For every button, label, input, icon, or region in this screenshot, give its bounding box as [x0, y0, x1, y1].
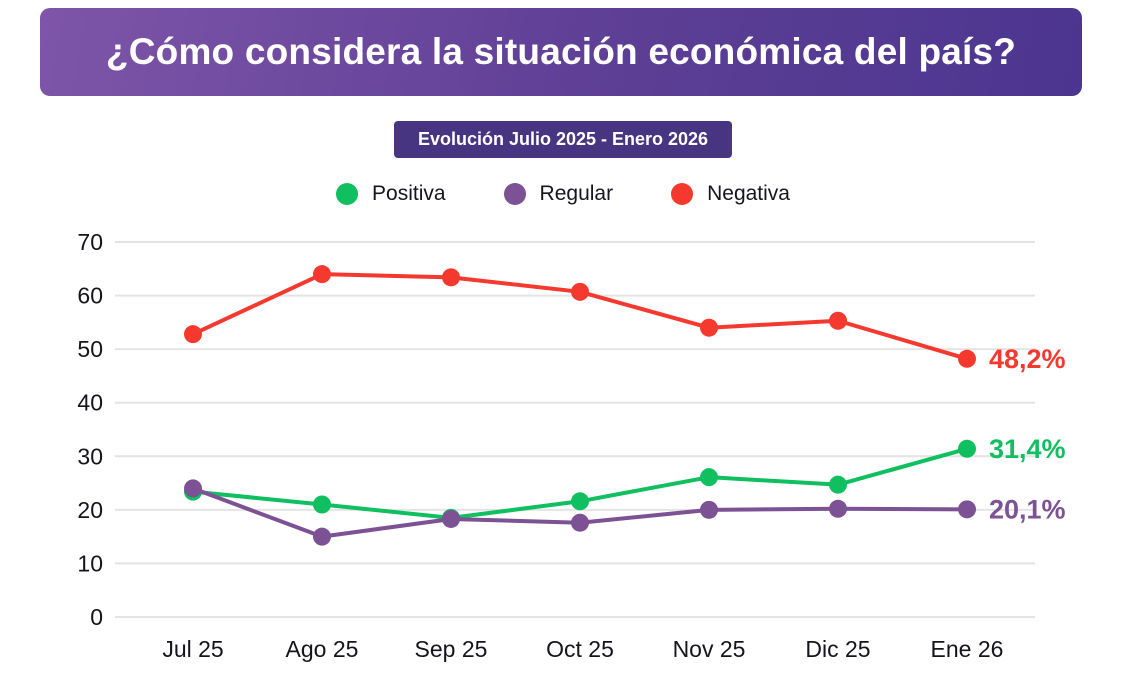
data-point-positiva	[700, 468, 718, 487]
data-point-negativa	[571, 282, 589, 301]
legend-dot-negativa-icon	[671, 183, 694, 205]
data-point-negativa	[184, 325, 202, 344]
data-point-positiva	[958, 439, 976, 458]
y-tick-label: 20	[77, 497, 103, 523]
x-tick-label: Dic 25	[805, 636, 870, 662]
x-tick-label: Nov 25	[673, 636, 746, 662]
y-tick-label: 60	[77, 283, 103, 309]
y-tick-label: 10	[77, 550, 103, 576]
y-tick-label: 40	[77, 390, 103, 416]
title-banner: ¿Cómo considera la situación económica d…	[40, 8, 1082, 96]
data-point-positiva	[571, 492, 589, 511]
legend-item-positiva: Positiva	[336, 182, 446, 206]
data-point-regular	[184, 479, 202, 498]
subtitle-badge: Evolución Julio 2025 - Enero 2026	[393, 121, 733, 158]
data-point-regular	[442, 509, 460, 528]
data-point-positiva	[829, 475, 847, 494]
data-point-negativa	[700, 318, 718, 337]
data-point-regular	[700, 500, 718, 519]
legend-label-regular: Regular	[539, 182, 614, 205]
data-point-regular	[958, 500, 976, 519]
page-title: ¿Cómo considera la situación económica d…	[105, 31, 1017, 72]
line-chart: 0 10 20 30 40 50 60 70 Jul 25 Ago 25 Sep 25 Oct 25 N…	[0, 225, 1126, 680]
legend-dot-positiva-icon	[336, 183, 359, 205]
y-tick-label: 30	[77, 443, 103, 469]
data-point-negativa	[958, 349, 976, 368]
chart-svg: 0 10 20 30 40 50 60 70 Jul 25 Ago 25 Sep 25 Oct 25 N…	[77, 229, 1066, 662]
legend-label-negativa: Negativa	[707, 182, 790, 205]
data-point-regular	[829, 499, 847, 518]
legend-item-regular: Regular	[503, 182, 614, 206]
subtitle-row: Evolución Julio 2025 - Enero 2026	[0, 121, 1126, 158]
x-tick-label: Sep 25	[415, 636, 488, 662]
data-point-positiva	[313, 495, 331, 514]
series-end-label-regular: 20,1%	[989, 494, 1066, 524]
x-tick-label: Jul 25	[162, 636, 223, 662]
data-point-negativa	[442, 268, 460, 287]
data-point-negativa	[829, 311, 847, 330]
y-tick-label: 50	[77, 336, 103, 362]
data-point-regular	[313, 527, 331, 546]
x-tick-label: Ago 25	[286, 636, 359, 662]
legend-label-positiva: Positiva	[372, 182, 446, 205]
y-tick-label: 0	[90, 604, 103, 630]
legend-dot-regular-icon	[503, 183, 526, 205]
series-end-label-negativa: 48,2%	[989, 344, 1066, 374]
data-point-regular	[571, 513, 589, 532]
x-tick-label: Oct 25	[546, 636, 614, 662]
x-tick-label: Ene 26	[931, 636, 1004, 662]
legend-item-negativa: Negativa	[671, 182, 790, 206]
chart-legend: Positiva Regular Negativa	[0, 182, 1126, 206]
y-tick-label: 70	[77, 229, 103, 255]
series-end-label-positiva: 31,4%	[989, 434, 1066, 464]
data-point-negativa	[313, 265, 331, 284]
